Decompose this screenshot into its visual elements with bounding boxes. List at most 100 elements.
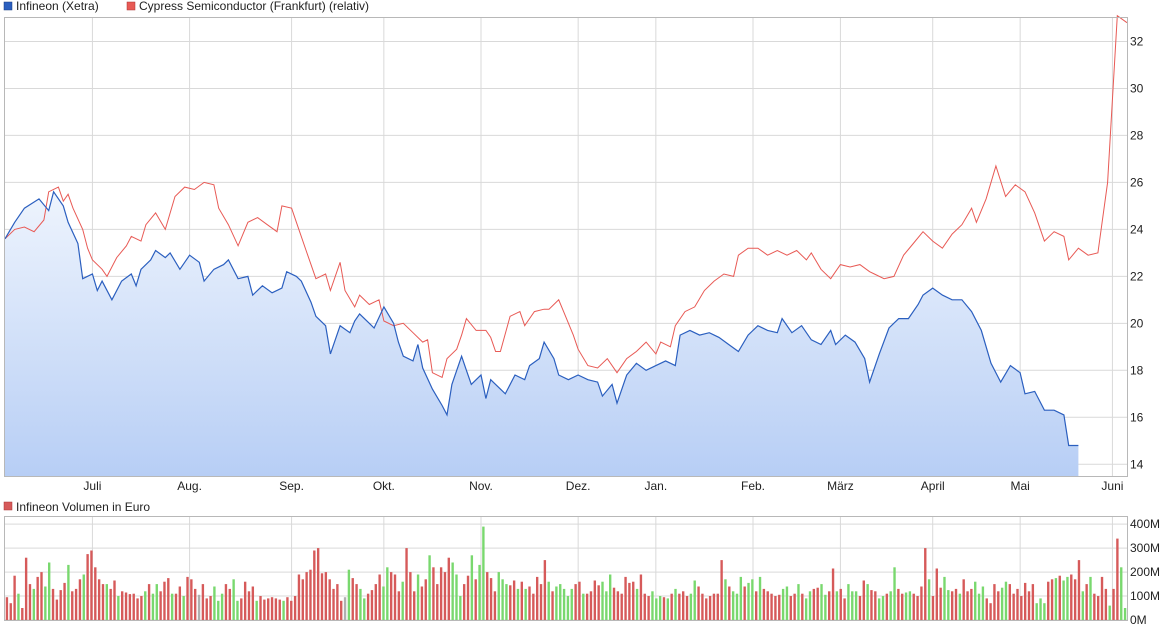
volume-bar: [409, 572, 412, 620]
volume-bar: [628, 582, 631, 620]
volume-bar: [520, 581, 523, 620]
volume-bar: [71, 591, 74, 620]
volume-bar: [632, 581, 635, 620]
volume-bar: [593, 580, 597, 620]
volume-bar: [647, 596, 650, 620]
volume-bar: [685, 596, 689, 620]
volume-bar: [778, 594, 781, 620]
price-x-tick-label: Aug.: [177, 479, 202, 493]
price-x-tick-label: Mai: [1010, 479, 1029, 493]
volume-bar: [1023, 582, 1027, 620]
volume-plot-frame: [4, 516, 1128, 621]
volume-bar: [793, 593, 796, 620]
volume-bar: [282, 600, 285, 620]
volume-bar: [55, 599, 59, 620]
volume-bar: [912, 593, 915, 620]
volume-bar: [705, 598, 708, 620]
price-x-tick-label: Feb.: [741, 479, 765, 493]
volume-bar: [355, 584, 358, 620]
volume-bar: [393, 574, 397, 620]
volume-legend: Infineon Volumen in Euro: [3, 500, 150, 514]
volume-bar: [851, 591, 854, 620]
price-y-tick-label: 14: [1130, 457, 1144, 471]
volume-bar: [251, 586, 255, 620]
volume-bar: [1108, 605, 1111, 620]
volume-bar: [17, 593, 20, 620]
volume-y-tick-label: 0M: [1130, 613, 1147, 627]
volume-bars: [5, 526, 1127, 620]
volume-bar: [359, 588, 362, 620]
volume-bar: [340, 600, 343, 620]
volume-bar: [78, 579, 82, 620]
price-y-tick-label: 18: [1130, 363, 1144, 377]
volume-bar: [505, 584, 508, 620]
volume-bar: [389, 572, 393, 620]
volume-bar: [616, 591, 620, 620]
volume-bar: [739, 576, 743, 620]
volume-bar: [497, 572, 500, 620]
volume-bar: [1120, 567, 1123, 620]
volume-bar: [1039, 598, 1042, 620]
volume-bar: [1085, 584, 1088, 620]
volume-bar: [666, 598, 670, 620]
volume-bar: [259, 596, 262, 620]
volume-bar: [877, 598, 881, 620]
volume-bar: [801, 593, 804, 620]
volume-bar: [290, 600, 293, 620]
volume-bar: [501, 579, 504, 620]
price-x-axis: Juli Aug. Sep. Okt. Nov. Dez. Jan. Feb. März Apri…: [83, 479, 1123, 493]
volume-bar: [643, 593, 646, 620]
volume-bar: [197, 594, 201, 620]
volume-bar: [1012, 593, 1015, 620]
volume-bar: [5, 597, 9, 620]
volume-bar: [374, 584, 377, 620]
volume-bar: [293, 596, 297, 620]
volume-bar: [201, 584, 205, 620]
volume-bar: [847, 584, 850, 620]
volume-bar: [655, 598, 658, 620]
volume-bar: [670, 593, 673, 620]
volume-bar: [551, 591, 554, 620]
volume-bar: [305, 572, 308, 620]
volume-bar: [1054, 578, 1058, 620]
price-x-tick-label: Sep.: [279, 479, 304, 493]
volume-bar: [170, 593, 174, 620]
volume-bar: [897, 588, 900, 620]
volume-bar: [843, 598, 846, 620]
volume-bar: [424, 579, 427, 620]
volume-bar: [117, 596, 120, 620]
volume-bar: [1123, 608, 1127, 620]
volume-bar: [332, 588, 335, 620]
volume-bar: [28, 584, 32, 620]
volume-bar: [562, 588, 566, 620]
price-x-tick-label: Juli: [83, 479, 101, 493]
volume-bar: [689, 593, 693, 620]
legend-label-volume: Infineon Volumen in Euro: [16, 500, 150, 514]
volume-bar: [755, 591, 758, 620]
volume-bar: [585, 593, 589, 620]
volume-bar: [1016, 588, 1019, 620]
price-y-tick-label: 28: [1130, 128, 1144, 142]
price-x-tick-label: Okt.: [373, 479, 395, 493]
volume-y-tick-label: 200M: [1130, 565, 1160, 579]
volume-bar: [439, 567, 443, 620]
volume-bar: [981, 586, 985, 620]
volume-bar: [543, 560, 547, 620]
volume-bar: [132, 593, 135, 620]
volume-bar: [858, 596, 862, 620]
price-x-tick-label: Jan.: [645, 479, 668, 493]
volume-bar: [1081, 591, 1084, 620]
volume-bar: [881, 596, 885, 620]
volume-bar: [436, 584, 439, 620]
volume-bar: [835, 591, 839, 620]
volume-bar: [163, 581, 166, 620]
volume-bar: [67, 564, 70, 620]
volume-bar: [828, 591, 831, 620]
volume-bar: [378, 574, 381, 620]
volume-bar: [109, 588, 112, 620]
volume-bar: [21, 608, 24, 620]
volume-bar: [947, 590, 950, 620]
volume-bar: [486, 572, 489, 620]
volume-bar: [839, 588, 842, 620]
volume-bar: [1112, 588, 1115, 620]
